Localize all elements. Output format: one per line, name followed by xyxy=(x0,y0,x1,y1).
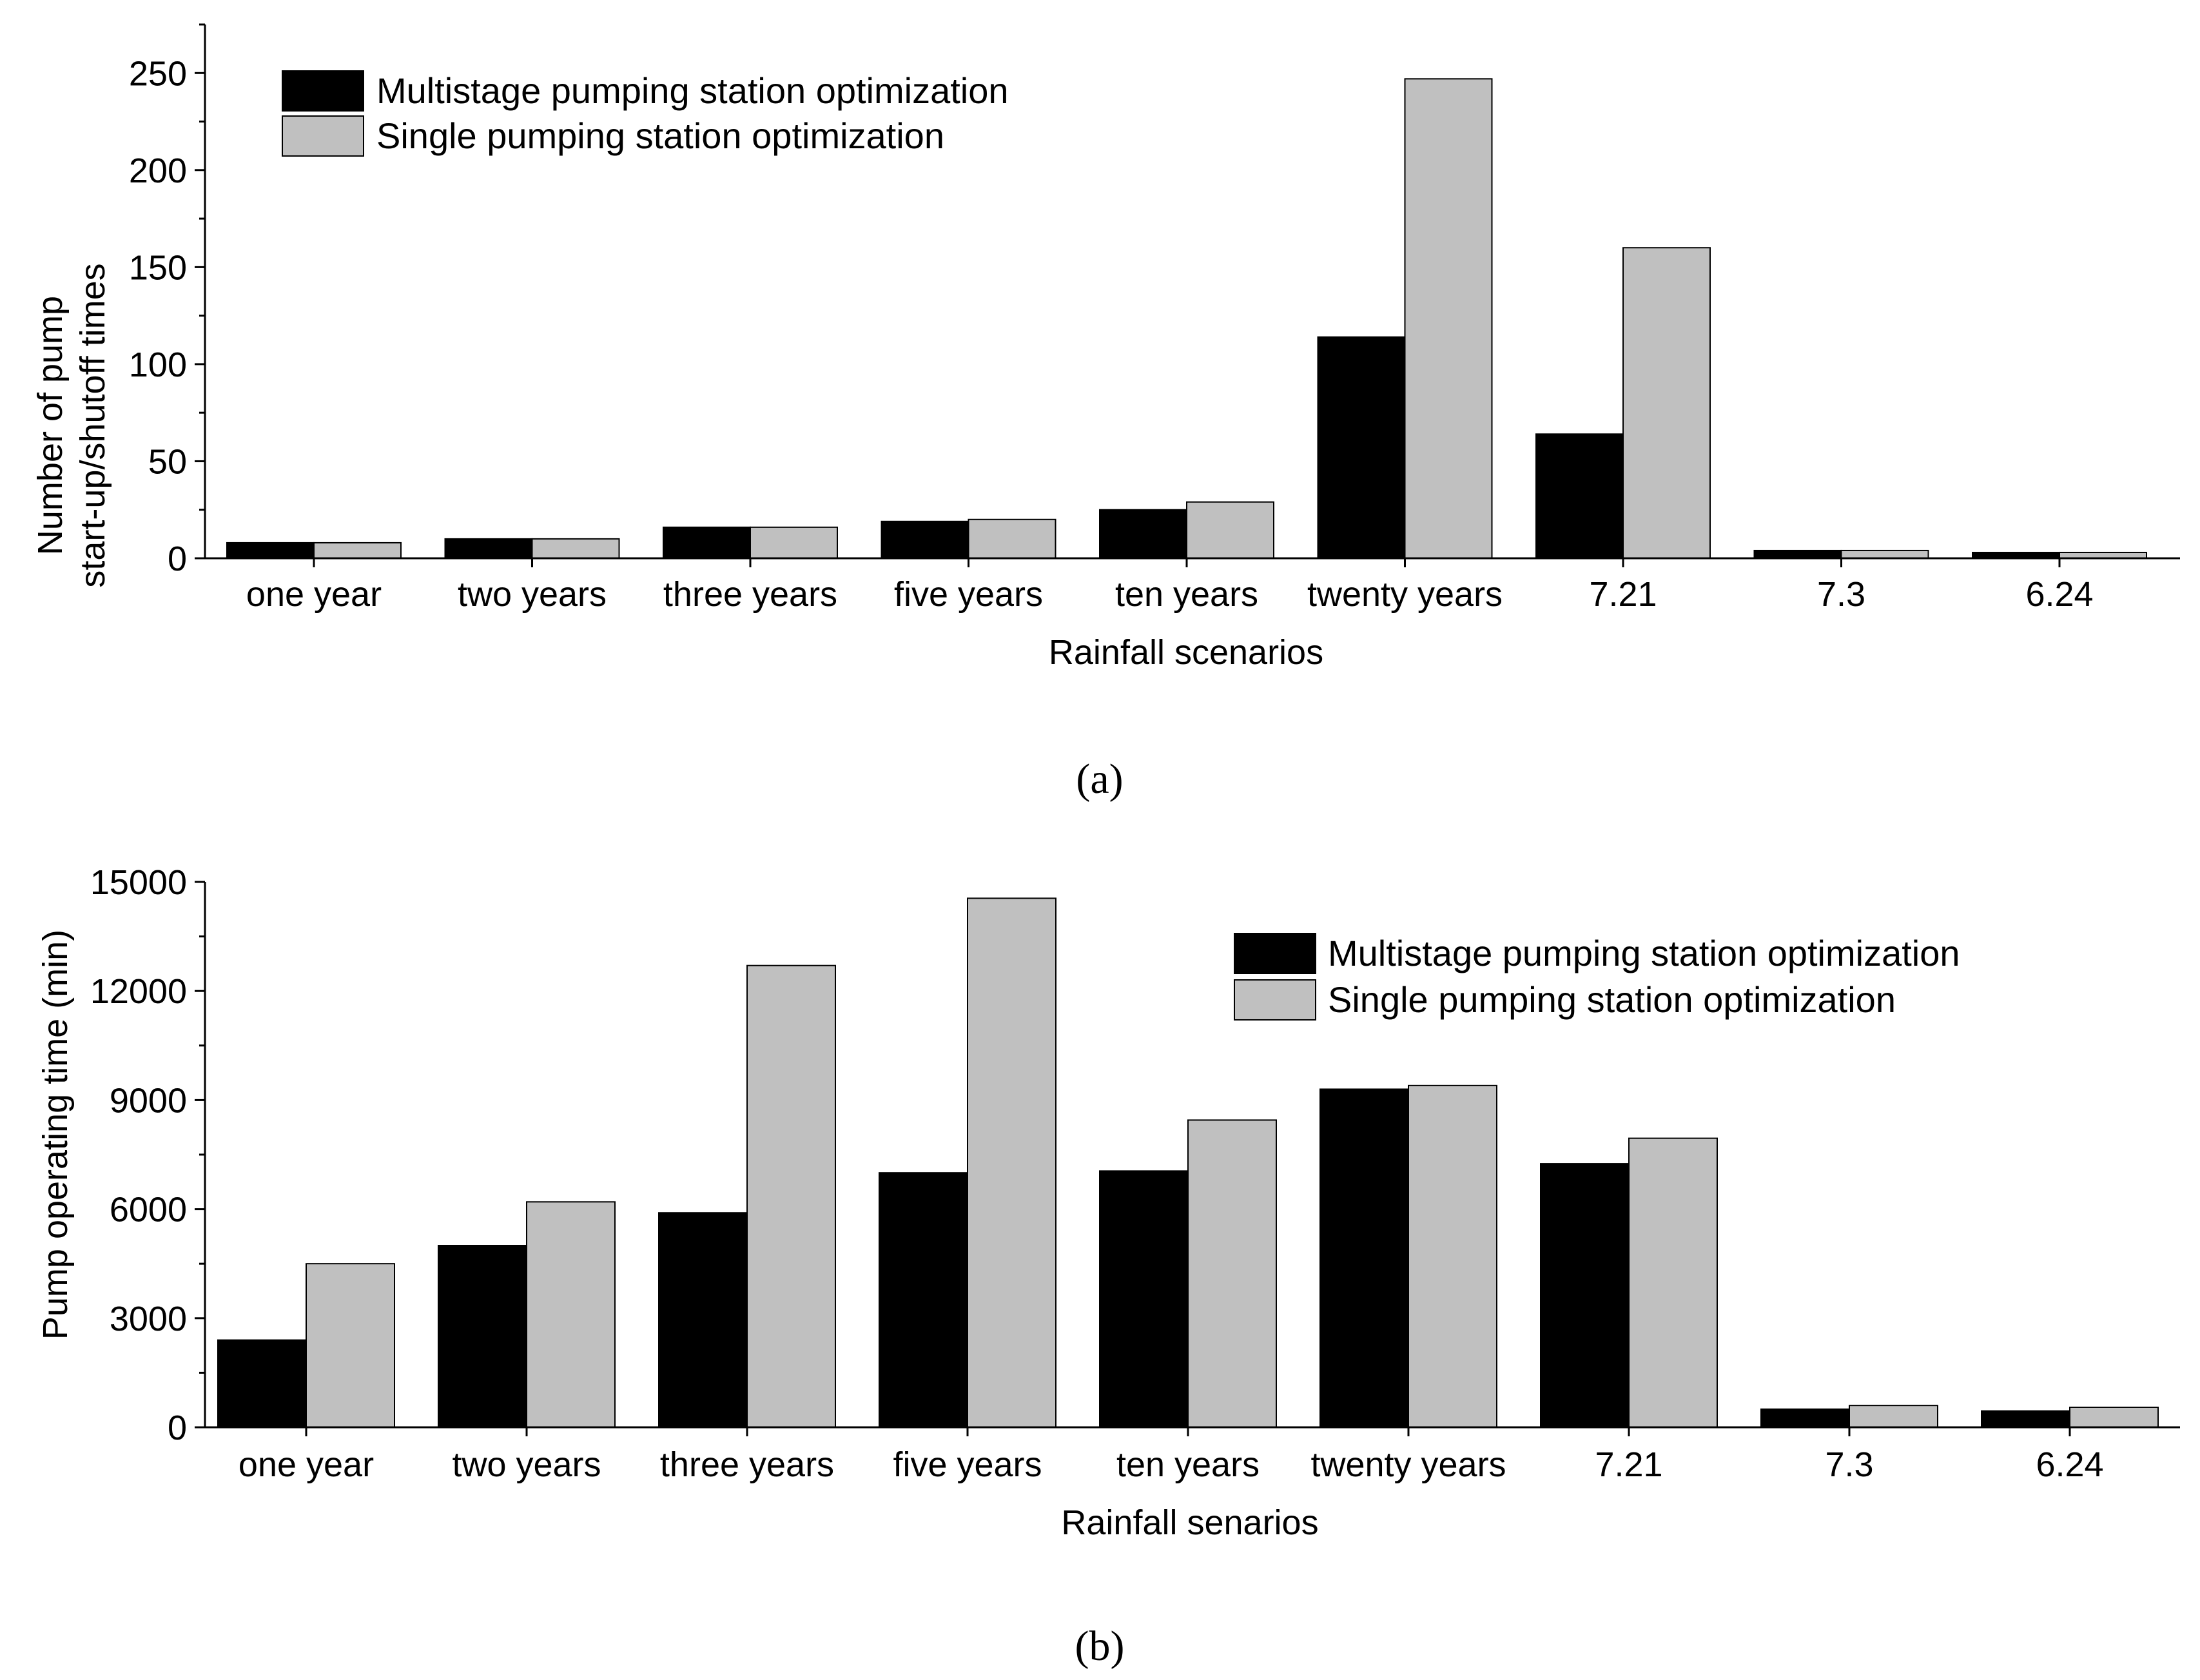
chart-b-legend-swatch-2 xyxy=(1234,979,1316,1021)
chart-b-y-tick-label-2: 6000 xyxy=(110,1191,187,1229)
chart-a-bar-single-2 xyxy=(750,526,838,559)
chart-b-x-tick-label-6: 7.21 xyxy=(1595,1445,1662,1484)
chart-a-legend-label-2: Single pumping station optimization xyxy=(376,115,944,156)
chart-b-y-tick-label-5: 15000 xyxy=(90,863,187,902)
chart-b-legend-label-1: Multistage pumping station optimization xyxy=(1328,933,1960,973)
chart-b-bar-single-8 xyxy=(2069,1406,2159,1428)
chart-a-legend-swatch-1 xyxy=(282,70,364,112)
chart-b-bar-single-6 xyxy=(1628,1137,1718,1428)
chart-b-x-tick-labels: one year two years three years five years te… xyxy=(238,1445,2104,1484)
chart-a-axes xyxy=(204,24,2180,560)
chart-a-x-tick-label-3: five years xyxy=(894,575,1043,614)
chart-a-x-tick-label-8: 6.24 xyxy=(2025,575,2093,614)
chart-b-bar-multistage-4 xyxy=(1099,1170,1189,1428)
chart-b-bar-multistage-1 xyxy=(438,1245,527,1428)
chart-a-bar-multistage-0 xyxy=(226,542,315,559)
chart-a-y-tick-label-1: 50 xyxy=(148,442,187,481)
chart-b-bar-single-3 xyxy=(967,897,1056,1428)
chart-b-bar-single-1 xyxy=(526,1201,616,1428)
chart-a-bar-multistage-7 xyxy=(1753,549,1842,559)
chart-a-x-tick-label-7: 7.3 xyxy=(1817,575,1865,614)
chart-b-legend-label-2: Single pumping station optimization xyxy=(1328,979,1896,1020)
chart-b-legend: Multistage pumping station optimization … xyxy=(1234,933,1960,1021)
chart-b-y-axis-label-line1: Pump operating time (min) xyxy=(36,930,75,1340)
chart-a-bar-single-0 xyxy=(313,542,402,559)
chart-b-y-tick-label-0: 0 xyxy=(168,1409,187,1447)
chart-a-bar-multistage-6 xyxy=(1535,433,1624,559)
chart-a-bar-multistage-5 xyxy=(1317,336,1406,559)
chart-a-x-tick-label-5: twenty years xyxy=(1307,575,1503,614)
chart-b-x-tick-label-0: one year xyxy=(238,1445,374,1484)
chart-a-y-tick-label-3: 150 xyxy=(129,248,187,287)
chart-a-bar-multistage-3 xyxy=(881,520,969,559)
chart-a-y-tick-label-4: 200 xyxy=(129,151,187,190)
chart-b-bar-single-5 xyxy=(1408,1084,1497,1428)
chart-a-y-tick-label-0: 0 xyxy=(168,540,187,578)
chart-b-y-axis-label: Pump operating time (min) xyxy=(36,930,75,1340)
chart-a-y-tick-label-5: 250 xyxy=(129,54,187,93)
chart-b-x-axis-label: Rainfall senarios xyxy=(1061,1503,1318,1542)
chart-a-legend: Multistage pumping station optimization … xyxy=(282,70,1009,157)
chart-a-x-tick-label-1: two years xyxy=(458,575,607,614)
chart-b-y-tick-label-3: 9000 xyxy=(110,1081,187,1120)
chart-b-y-tick-label-1: 3000 xyxy=(110,1300,187,1338)
chart-a: 0 50 100 150 200 250 one year two years three y… xyxy=(31,23,2180,803)
chart-b-bar-multistage-2 xyxy=(658,1212,748,1428)
chart-b-bar-multistage-7 xyxy=(1760,1408,1850,1429)
chart-a-bar-multistage-2 xyxy=(663,526,751,559)
chart-b-bar-multistage-0 xyxy=(217,1339,307,1428)
chart-a-legend-swatch-2 xyxy=(282,115,364,157)
chart-a-x-axis-label: Rainfall scenarios xyxy=(1049,633,1323,672)
chart-b-bar-multistage-5 xyxy=(1319,1088,1409,1428)
chart-b-bar-multistage-3 xyxy=(879,1172,968,1428)
chart-a-x-tick-label-4: ten years xyxy=(1115,575,1258,614)
chart-b-bar-single-7 xyxy=(1849,1405,1938,1428)
chart-b-y-tick-label-4: 12000 xyxy=(90,972,187,1011)
chart-b-bar-multistage-8 xyxy=(1981,1410,2070,1429)
chart-b-x-tick-label-4: ten years xyxy=(1116,1445,1260,1484)
chart-b: 0 3000 6000 9000 12000 15000 one year two year… xyxy=(36,863,2180,1670)
chart-a-bar-single-3 xyxy=(968,518,1056,559)
chart-a-bar-multistage-1 xyxy=(444,538,533,560)
chart-a-y-axis-label-line2: start-up/shutoff times xyxy=(73,263,112,587)
chart-b-ticks: 0 3000 6000 9000 12000 15000 xyxy=(90,863,2071,1447)
chart-b-x-tick-label-8: 6.24 xyxy=(2036,1445,2103,1484)
chart-a-x-tick-label-2: three years xyxy=(663,575,837,614)
chart-b-bars xyxy=(217,897,2159,1429)
chart-b-bar-single-2 xyxy=(746,964,836,1428)
chart-b-x-tick-label-5: twenty years xyxy=(1310,1445,1506,1484)
chart-a-legend-label-1: Multistage pumping station optimization xyxy=(376,70,1009,111)
chart-b-caption: (b) xyxy=(1075,1623,1125,1670)
chart-b-x-tick-label-7: 7.3 xyxy=(1825,1445,1873,1484)
chart-a-bar-multistage-4 xyxy=(1099,509,1187,560)
chart-b-bar-single-0 xyxy=(306,1263,395,1428)
chart-b-x-tick-label-3: five years xyxy=(893,1445,1042,1484)
chart-a-y-tick-label-2: 100 xyxy=(129,346,187,384)
chart-b-bar-single-4 xyxy=(1187,1119,1277,1429)
chart-a-bar-single-4 xyxy=(1186,501,1274,560)
chart-b-x-tick-label-2: three years xyxy=(660,1445,834,1484)
chart-a-bar-single-1 xyxy=(531,538,620,560)
chart-a-caption: (a) xyxy=(1076,756,1123,803)
chart-b-x-tick-label-1: two years xyxy=(452,1445,601,1484)
chart-a-bar-single-7 xyxy=(1840,549,1929,559)
chart-b-bar-multistage-6 xyxy=(1540,1163,1630,1428)
chart-a-ticks: 0 50 100 150 200 250 xyxy=(129,23,2061,578)
chart-b-legend-swatch-1 xyxy=(1234,933,1316,974)
chart-a-x-tick-label-0: one year xyxy=(246,575,382,614)
chart-a-y-axis-label: Number of pump start-up/shutoff times xyxy=(31,263,112,587)
chart-a-bar-single-6 xyxy=(1622,247,1711,559)
chart-a-x-tick-label-6: 7.21 xyxy=(1589,575,1657,614)
chart-a-x-tick-labels: one year two years three years five years te… xyxy=(246,575,2094,614)
chart-a-bar-single-5 xyxy=(1404,78,1493,559)
chart-a-y-axis-label-line1: Number of pump xyxy=(31,296,70,555)
chart-a-bars xyxy=(226,78,2147,560)
